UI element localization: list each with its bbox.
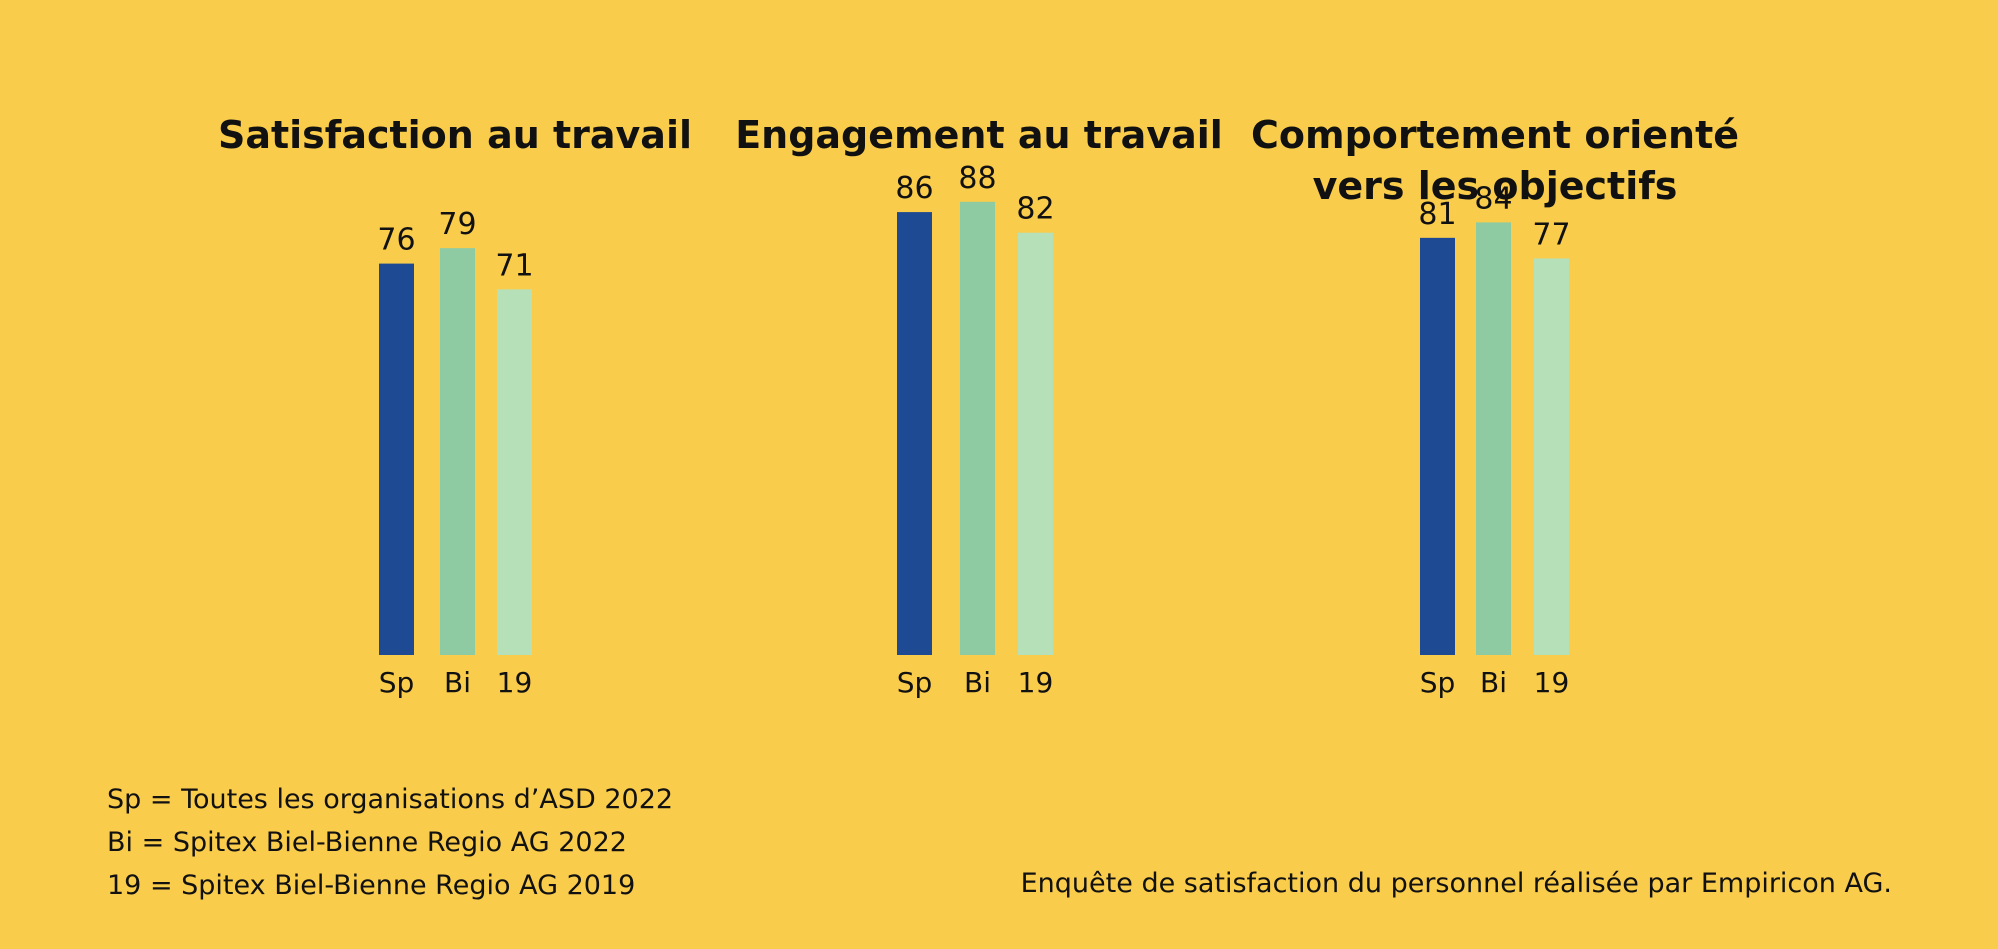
data-label: 71	[495, 248, 533, 283]
legend-item-bi: Bi = Spitex Biel-Bienne Regio AG 2022	[107, 827, 627, 858]
category-label: Bi	[1480, 666, 1507, 699]
category-label: Sp	[1420, 666, 1456, 699]
chart-1: Satisfaction au travail 76 Sp 79 Bi 71 19	[218, 113, 692, 699]
bar-19	[1534, 258, 1569, 655]
category-label: Sp	[379, 666, 415, 699]
chart-title: Satisfaction au travail	[218, 113, 692, 157]
data-label: 84	[1474, 181, 1512, 216]
data-label: 76	[377, 223, 415, 258]
legend-item-19: 19 = Spitex Biel-Bienne Regio AG 2019	[107, 870, 636, 901]
category-label: Sp	[897, 666, 933, 699]
bar-19	[497, 289, 532, 655]
bar-Sp	[897, 212, 932, 655]
data-label: 81	[1418, 197, 1456, 232]
chart-2: Engagement au travail 86 Sp 88 Bi 82 19	[735, 113, 1223, 699]
chart-3: Comportement orienté vers les objectifs81…	[1251, 113, 1739, 699]
bar-19	[1018, 232, 1053, 655]
category-label: Bi	[444, 666, 471, 699]
chart-title: Engagement au travail	[735, 113, 1223, 157]
bar-Bi	[440, 248, 475, 655]
bar-Bi	[960, 201, 995, 656]
source-note: Enquête de satisfaction du personnel réa…	[1020, 868, 1892, 899]
chart-title: Comportement orienté vers les objectifs	[1251, 113, 1739, 208]
data-label: 88	[958, 161, 996, 196]
data-label: 86	[895, 171, 933, 206]
legend-item-sp: Sp = Toutes les organisations d’ASD 2022	[107, 784, 674, 815]
bar-Sp	[1420, 237, 1455, 655]
bar-Sp	[379, 263, 414, 655]
legend: Sp = Toutes les organisations d’ASD 2022…	[107, 778, 673, 907]
category-label: 19	[497, 666, 533, 699]
bar-Bi	[1476, 222, 1511, 655]
category-label: 19	[1534, 666, 1570, 699]
category-label: Bi	[964, 666, 991, 699]
data-label: 82	[1016, 192, 1054, 227]
category-label: 19	[1018, 666, 1054, 699]
data-label: 79	[438, 207, 476, 242]
data-label: 77	[1532, 217, 1570, 252]
